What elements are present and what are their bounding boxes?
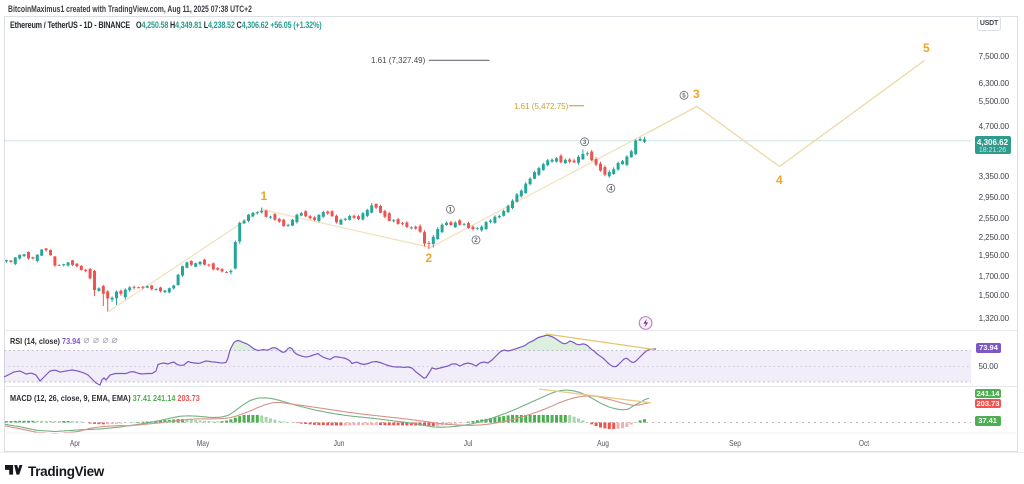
svg-text:1: 1 xyxy=(449,207,453,214)
svg-text:5: 5 xyxy=(682,93,686,100)
svg-text:2: 2 xyxy=(474,237,478,244)
svg-text:3: 3 xyxy=(583,139,587,146)
svg-text:4: 4 xyxy=(609,186,613,193)
